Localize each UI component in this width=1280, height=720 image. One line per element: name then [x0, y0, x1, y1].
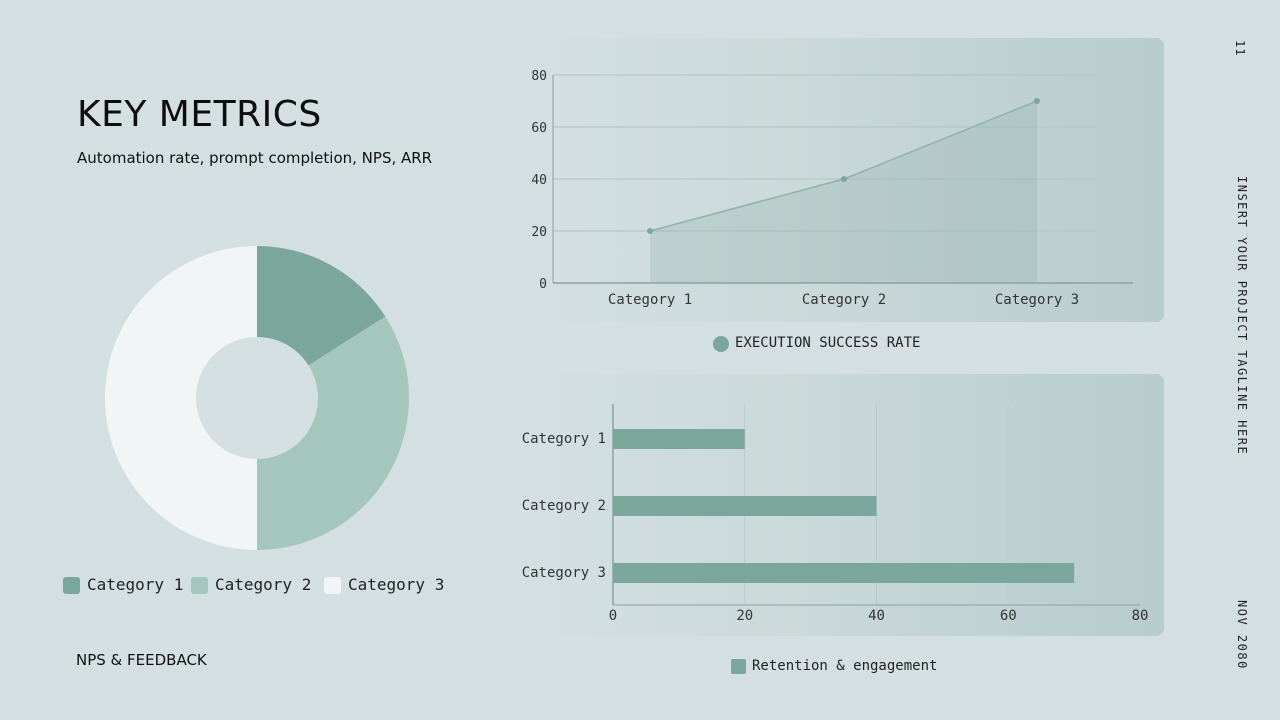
footer-label: NPS & FEEDBACK — [76, 651, 207, 669]
donut-slice-2 — [257, 316, 410, 550]
legend-label-3: Category 3 — [348, 575, 444, 594]
legend-swatch-1 — [63, 577, 80, 594]
legend-label-2: Category 2 — [215, 575, 311, 594]
legend-label: Retention & engagement — [752, 658, 937, 674]
page-title: KEY METRICS — [77, 94, 322, 135]
x-tick-label: 80 — [1132, 608, 1149, 624]
data-point-2 — [841, 176, 847, 182]
y-tick-label: Category 2 — [522, 498, 606, 514]
y-tick-label: Category 1 — [522, 431, 606, 447]
x-tick-label: Category 3 — [995, 292, 1079, 308]
page-number: 11 — [1233, 40, 1247, 57]
donut-slice-3 — [105, 246, 257, 550]
bar-1 — [613, 429, 745, 449]
legend-swatch-2 — [191, 577, 208, 594]
page-subtitle: Automation rate, prompt completion, NPS,… — [77, 149, 433, 167]
donut-slice-1 — [257, 246, 386, 366]
y-tick-label: Category 3 — [522, 565, 606, 581]
y-tick-label: 40 — [531, 173, 547, 188]
x-tick-label: 60 — [1000, 608, 1017, 624]
y-tick-label: 60 — [531, 121, 547, 136]
x-tick-label: Category 2 — [802, 292, 886, 308]
date-label: NOV 2080 — [1235, 600, 1249, 670]
x-tick-label: 20 — [736, 608, 753, 624]
y-tick-label: 80 — [531, 69, 547, 84]
data-point-3 — [1034, 98, 1040, 104]
legend-marker — [713, 336, 729, 352]
legend-marker — [731, 659, 746, 674]
project-tagline: INSERT YOUR PROJECT TAGLINE HERE — [1235, 176, 1249, 456]
legend-swatch-3 — [324, 577, 341, 594]
x-tick-label: Category 1 — [608, 292, 692, 308]
y-tick-label: 0 — [539, 277, 547, 292]
area-fill — [650, 101, 1037, 283]
x-tick-label: 0 — [609, 608, 617, 624]
bar-2 — [613, 496, 877, 516]
legend-label-1: Category 1 — [87, 575, 183, 594]
legend-label: EXECUTION SUCCESS RATE — [735, 335, 920, 351]
y-tick-label: 20 — [531, 225, 547, 240]
line-chart-panel — [548, 38, 1164, 322]
x-tick-label: 40 — [868, 608, 885, 624]
data-point-1 — [647, 228, 653, 234]
bar-3 — [613, 563, 1075, 583]
